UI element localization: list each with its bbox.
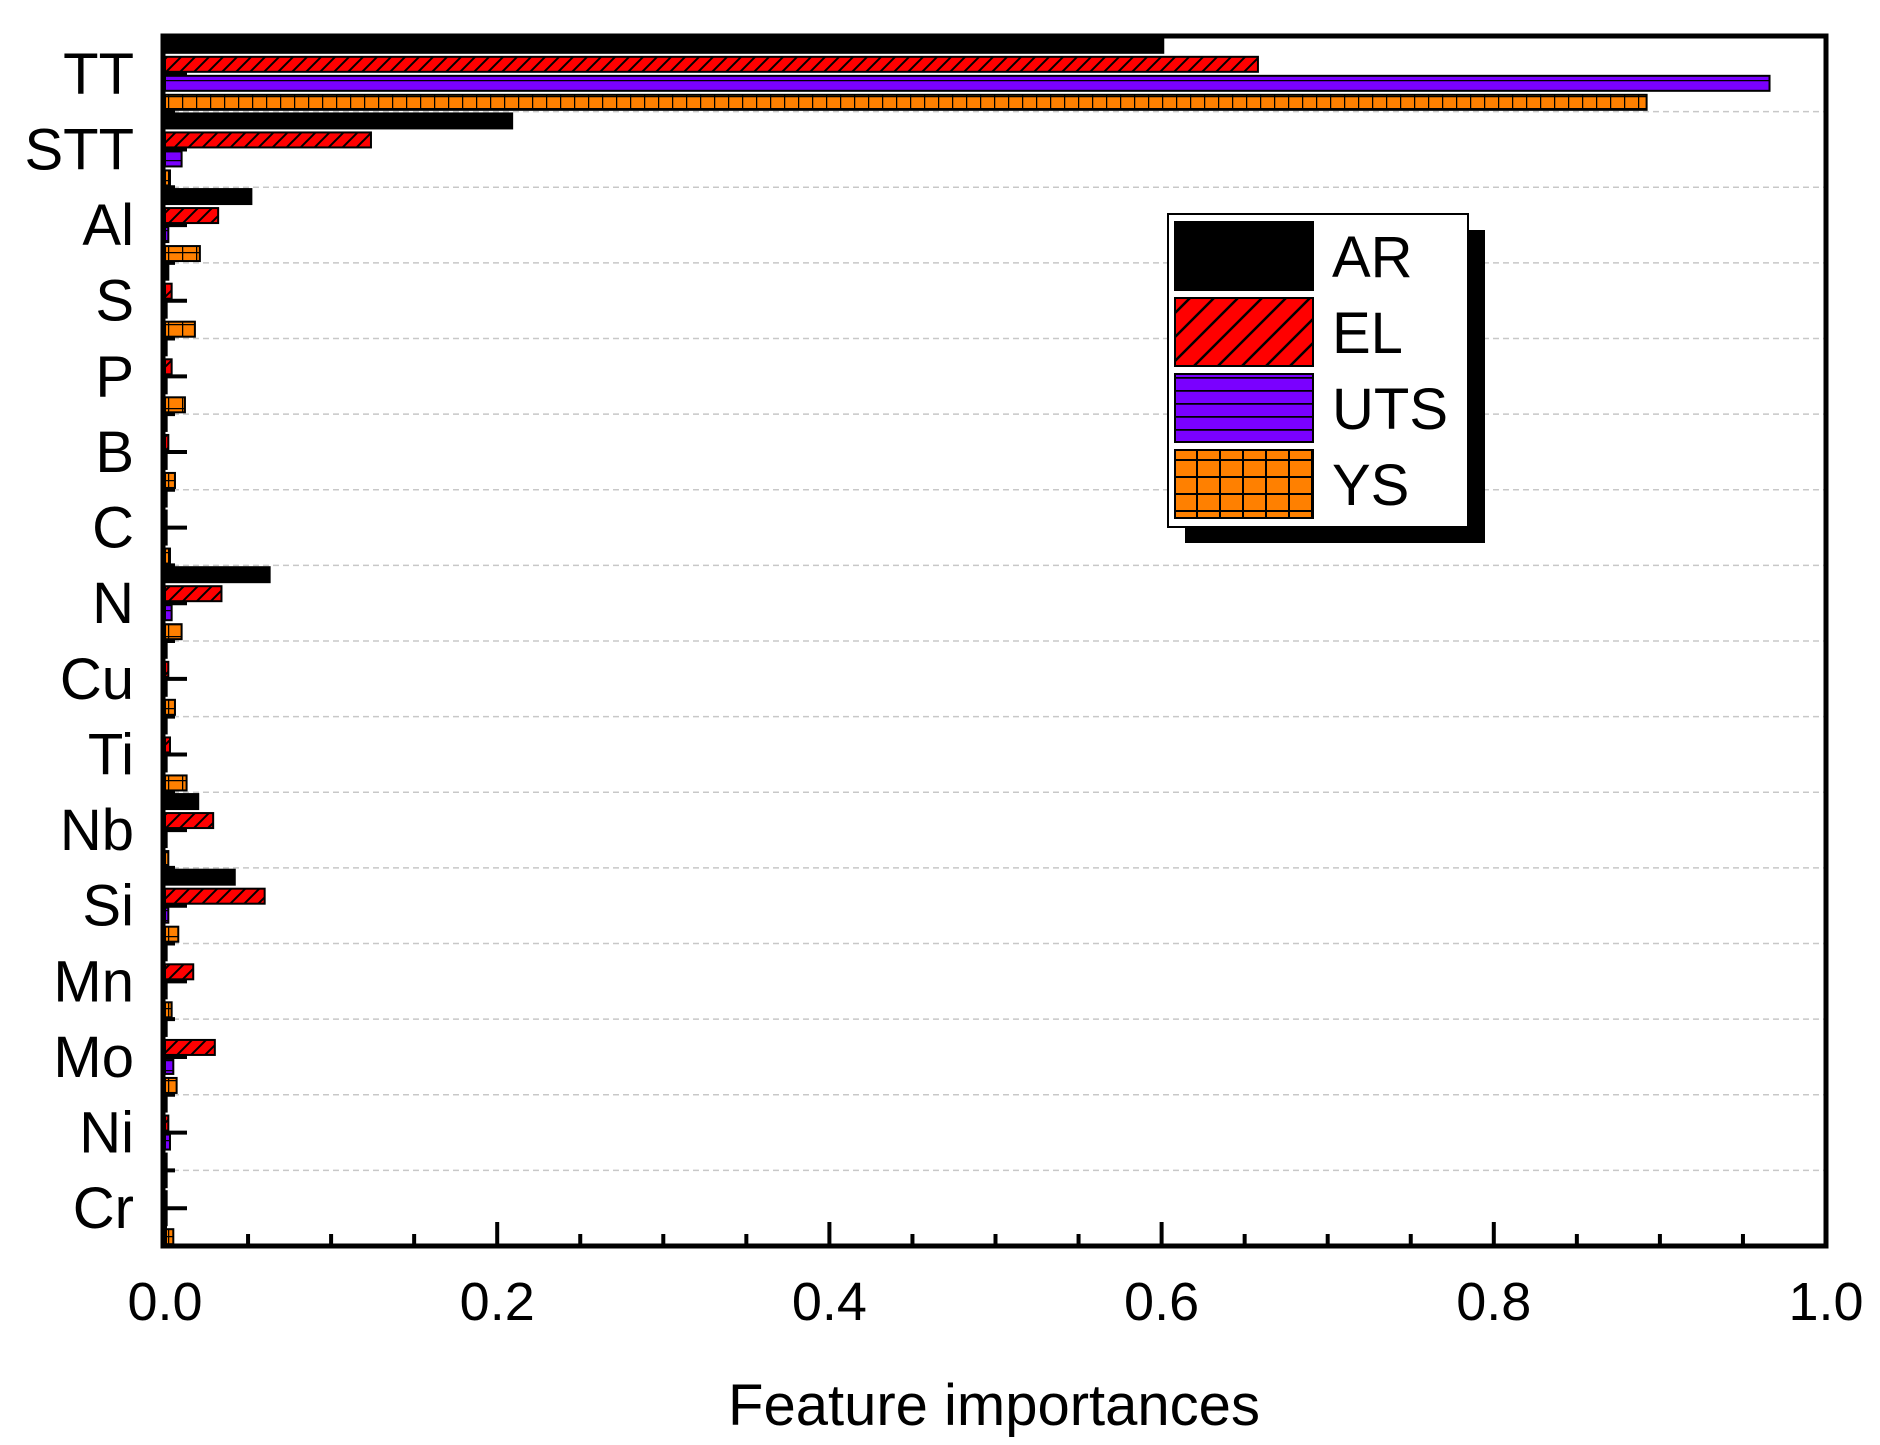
plot-frame [160,33,1829,1249]
legend-label-uts: UTS [1332,377,1448,442]
x-tick-label: 0.8 [1456,1272,1531,1332]
legend-swatch-el [1174,297,1314,367]
bar-al-el [164,207,220,225]
bar-mo-ys [164,1076,178,1094]
bar-stt-ar [164,112,514,130]
x-tick-label: 0.2 [460,1272,535,1332]
x-tick-label: 0.6 [1124,1272,1199,1332]
category-label-cr: Cr [73,1176,134,1241]
x-tick-label: 0.0 [127,1272,202,1332]
legend-swatch-ar [1174,221,1314,291]
category-label-b: B [95,420,134,485]
category-label-p: P [95,344,134,409]
legend-swatch-uts [1174,373,1314,443]
bar-al-ys [164,245,201,263]
category-label-ti: Ti [88,722,134,787]
bar-n-el [164,585,223,603]
legend-label-ar: AR [1332,225,1413,290]
gridlines [163,110,1826,1172]
category-label-ni: Ni [79,1101,134,1166]
x-tick-labels: 0.0 0.2 0.4 0.6 0.8 1.0 [127,1272,1863,1332]
bar-ni-uts [164,1133,171,1151]
x-axis-ticks [163,1222,1828,1246]
legend: AR EL UTS YS [1167,213,1485,543]
category-label-tt: TT [63,42,134,107]
bar-n-ar [164,566,271,584]
bar-tt-ys [164,93,1648,111]
legend-label-el: EL [1332,301,1403,366]
bar-p-el [164,358,173,376]
bar-si-ar [164,868,236,886]
category-label-cu: Cu [60,647,134,712]
bar-mn-ys [164,1001,173,1019]
bar-n-uts [164,604,173,622]
bar-stt-uts [164,150,183,168]
bar-mo-uts [164,1057,175,1075]
x-tick-label: 0.4 [792,1272,867,1332]
bar-tt-ar [164,36,1165,54]
bar-b-ys [164,471,176,489]
bar-tt-el [164,55,1259,73]
category-label-nb: Nb [60,798,134,863]
category-label-al: Al [82,193,134,258]
bar-mn-el [164,963,195,981]
bar-c-ys [164,547,171,565]
bar-s-ys [164,320,196,338]
x-tick-label: 1.0 [1788,1272,1863,1332]
bar-s-el [164,282,173,300]
category-label-n: N [92,571,134,636]
bar-si-ys [164,925,180,943]
category-label-si: Si [82,874,134,939]
category-label-c: C [92,496,134,561]
category-label-s: S [95,269,134,334]
bar-stt-ys [164,169,171,187]
bar-mo-el [164,1038,216,1056]
legend-swatch-ys [1174,449,1314,519]
bar-nb-ar [164,793,200,811]
bar-tt-uts [164,74,1771,92]
category-label-mo: Mo [53,1025,134,1090]
bar-p-ys [164,396,186,414]
category-label-mn: Mn [53,949,134,1014]
bar-n-ys [164,623,183,641]
bar-al-ar [164,188,253,206]
bar-ti-el [164,736,171,754]
bar-nb-el [164,812,215,830]
bar-stt-el [164,131,372,149]
bar-ti-ys [164,774,188,792]
legend-label-ys: YS [1332,453,1409,518]
x-axis-title: Feature importances [728,1373,1260,1438]
bar-cu-ys [164,698,176,716]
bar-si-el [164,887,266,905]
category-label-stt: STT [24,117,134,182]
